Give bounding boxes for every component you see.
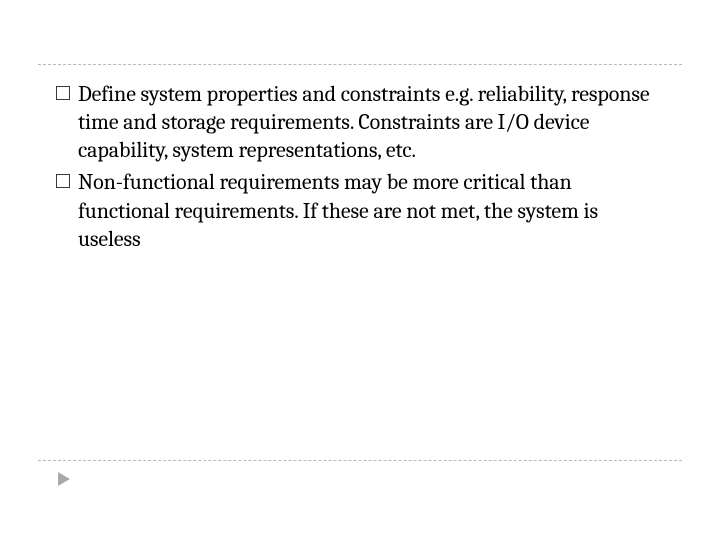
slide: Define system properties and constraints… <box>0 0 720 540</box>
square-bullet-icon <box>56 86 70 100</box>
bullet-text: Define system properties and constraints… <box>78 80 664 164</box>
footer-arrow-icon <box>56 470 74 488</box>
divider-top <box>38 64 682 65</box>
square-bullet-icon <box>56 174 70 188</box>
content-area: Define system properties and constraints… <box>56 80 664 257</box>
bullet-text: Non-functional requirements may be more … <box>78 168 664 252</box>
list-item: Define system properties and constraints… <box>56 80 664 164</box>
divider-bottom <box>38 460 682 461</box>
list-item: Non-functional requirements may be more … <box>56 168 664 252</box>
